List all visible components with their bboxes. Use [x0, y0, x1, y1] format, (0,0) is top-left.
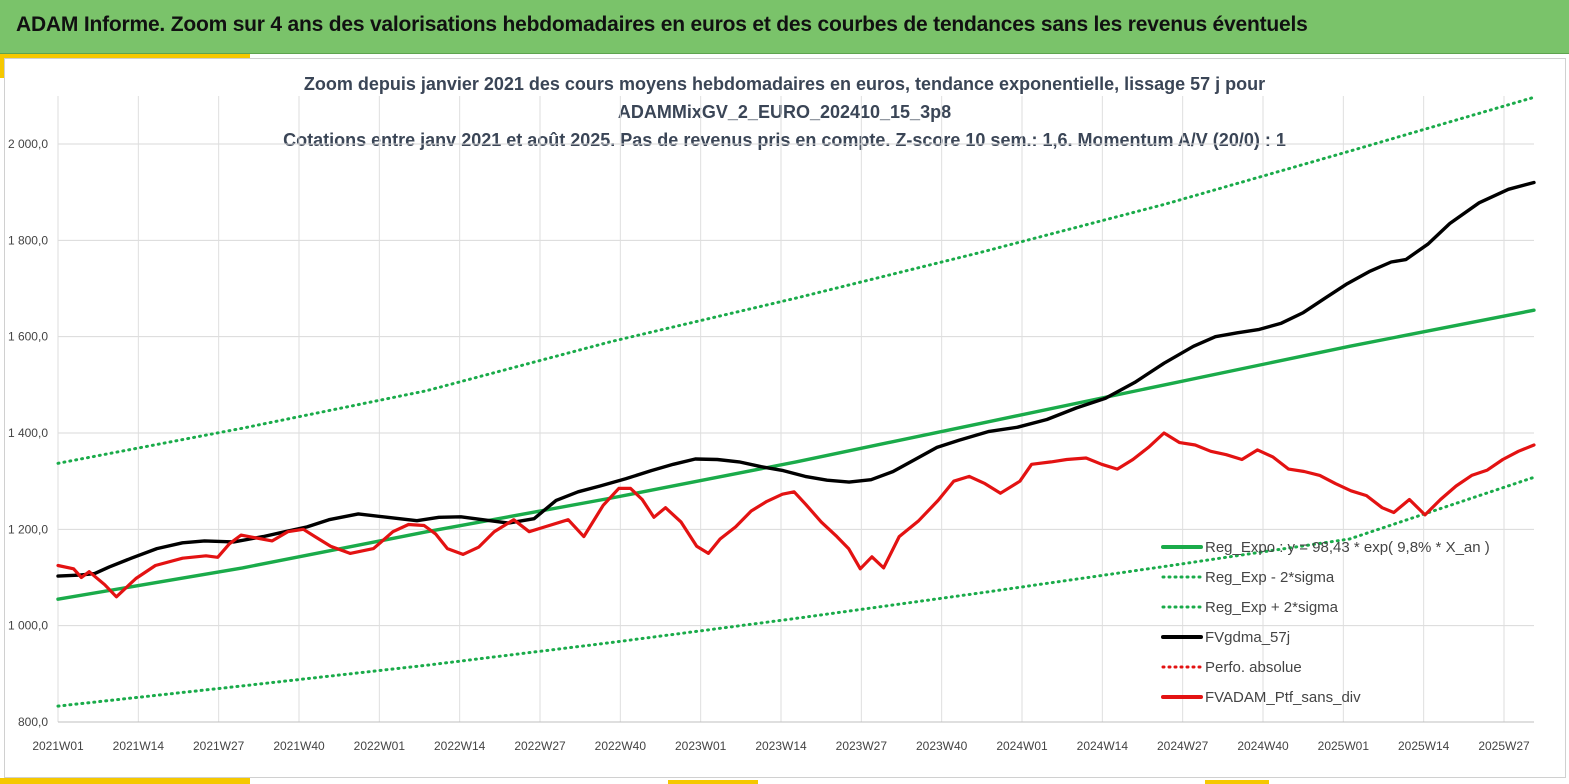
series-line-2: [56, 95, 1536, 465]
x-tick-label: 2024W40: [1237, 739, 1289, 753]
header-title: ADAM Informe. Zoom sur 4 ans des valoris…: [16, 13, 1308, 36]
x-tick-label: 2021W14: [113, 739, 165, 753]
chart-series: [56, 95, 1536, 708]
series-line-1: [56, 475, 1536, 708]
legend-label-5: FVADAM_Ptf_sans_div: [1205, 689, 1361, 706]
x-tick-label: 2024W27: [1157, 739, 1209, 753]
x-tick-label: 2024W01: [996, 739, 1048, 753]
series-line-0: [56, 308, 1536, 601]
x-tick-label: 2025W27: [1478, 739, 1530, 753]
series-line-3: [56, 180, 1536, 578]
legend-label-0: Reg_Expo : y = 98,43 * exp( 9,8% * X_an …: [1205, 539, 1490, 556]
chart-title-line-3: Cotations entre janv 2021 et août 2025. …: [283, 130, 1286, 150]
x-tick-label: 2021W40: [273, 739, 325, 753]
chart-legend: Reg_Expo : y = 98,43 * exp( 9,8% * X_an …: [1161, 539, 1490, 706]
x-tick-label: 2022W14: [434, 739, 486, 753]
x-tick-label: 2021W27: [193, 739, 245, 753]
x-tick-label: 2025W14: [1398, 739, 1450, 753]
chart-title: Zoom depuis janvier 2021 des cours moyen…: [0, 70, 1569, 154]
y-tick-label: 1 000,0: [8, 619, 48, 633]
legend-label-3: FVgdma_57j: [1205, 629, 1290, 646]
chart-grid: [57, 96, 1534, 723]
chart-title-line-2: ADAMMixGV_2_EURO_202410_15_3p8: [617, 102, 952, 122]
x-tick-label: 2022W40: [595, 739, 647, 753]
chart-frame: [4, 58, 1566, 778]
x-tick-label: 2024W14: [1077, 739, 1129, 753]
x-tick-label: 2023W27: [836, 739, 888, 753]
legend-label-2: Reg_Exp + 2*sigma: [1205, 599, 1339, 616]
accent-bar-bottom: [0, 778, 250, 784]
chart-title-line-1: Zoom depuis janvier 2021 des cours moyen…: [303, 74, 1266, 94]
y-tick-label: 1 800,0: [8, 233, 48, 247]
chart-axes: 800,0 1 000,0 1 200,0 1 400,0 1 600,0 1 800,0…: [8, 137, 1534, 753]
x-tick-label: 2023W40: [916, 739, 968, 753]
accent-bar-bottom-right: [1205, 780, 1269, 784]
y-tick-label: 1 600,0: [8, 330, 48, 344]
header-bar: ADAM Informe. Zoom sur 4 ans des valoris…: [0, 0, 1569, 54]
legend-label-1: Reg_Exp - 2*sigma: [1205, 569, 1335, 586]
x-tick-label: 2022W27: [514, 739, 566, 753]
accent-bar-bottom-mid: [668, 780, 758, 784]
x-tick-label: 2023W14: [755, 739, 807, 753]
y-tick-label: 2 000,0: [8, 137, 48, 151]
y-tick-label: 1 200,0: [8, 522, 48, 536]
x-tick-label: 2021W01: [32, 739, 84, 753]
legend-label-4: Perfo. absolue: [1205, 659, 1302, 676]
x-tick-label: 2023W01: [675, 739, 727, 753]
series-line-5: [56, 431, 1536, 599]
accent-bar-left: [0, 54, 4, 78]
accent-bar-top: [0, 54, 250, 58]
x-tick-label: 2025W01: [1318, 739, 1370, 753]
y-tick-label: 800,0: [18, 715, 48, 729]
x-tick-label: 2022W01: [354, 739, 406, 753]
y-tick-label: 1 400,0: [8, 426, 48, 440]
